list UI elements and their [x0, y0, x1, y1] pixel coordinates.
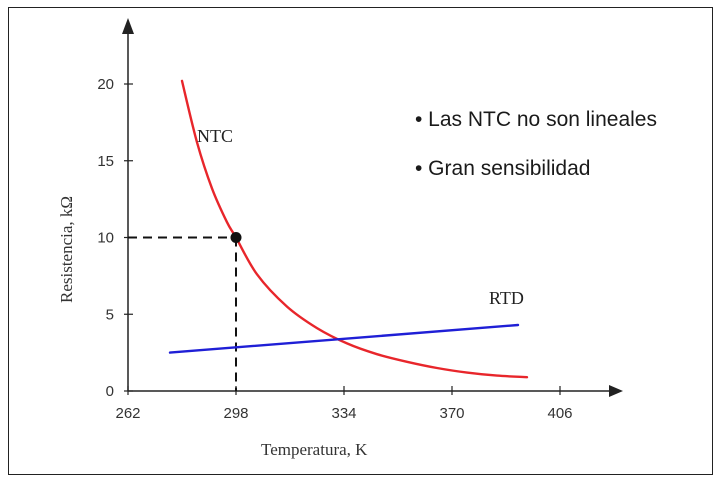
y-tick-label: 10	[97, 230, 114, 247]
annotation-sensitivity: • Gran sensibilidad	[415, 157, 590, 180]
y-ticks: 0 5 10 15 20	[97, 76, 133, 400]
chart-frame: 262 298 334 370 406 0 5 10 15 20 NTC RTD Tempera…	[8, 7, 713, 475]
y-tick-label: 15	[97, 153, 114, 170]
y-tick-label: 0	[106, 383, 114, 400]
annotation-nonlinear: • Las NTC no son lineales	[415, 108, 657, 131]
series-label-rtd: RTD	[489, 288, 524, 308]
y-tick-label: 20	[97, 76, 114, 93]
y-axis-arrow-icon	[122, 18, 134, 34]
series-line-rtd	[168, 323, 520, 354]
x-tick-label: 298	[223, 405, 248, 422]
series-label-ntc: NTC	[197, 126, 233, 146]
marker-group	[230, 232, 242, 243]
y-axis-label: Resistencia, kΩ	[57, 196, 76, 303]
marker-guides	[128, 236, 237, 391]
x-tick-label: 406	[547, 405, 572, 422]
marker-point	[230, 232, 242, 243]
y-tick-label: 5	[106, 306, 114, 323]
x-tick-label: 370	[439, 405, 464, 422]
x-axis-arrow-icon	[609, 385, 623, 397]
series-line-ntc	[180, 79, 529, 379]
x-axis-label: Temperatura, K	[261, 440, 368, 459]
axes	[122, 18, 623, 397]
series-group	[168, 79, 529, 379]
x-tick-label: 334	[331, 405, 356, 422]
resistance-temperature-chart: 262 298 334 370 406 0 5 10 15 20 NTC RTD Tempera…	[57, 18, 657, 459]
x-tick-label: 262	[115, 405, 140, 422]
